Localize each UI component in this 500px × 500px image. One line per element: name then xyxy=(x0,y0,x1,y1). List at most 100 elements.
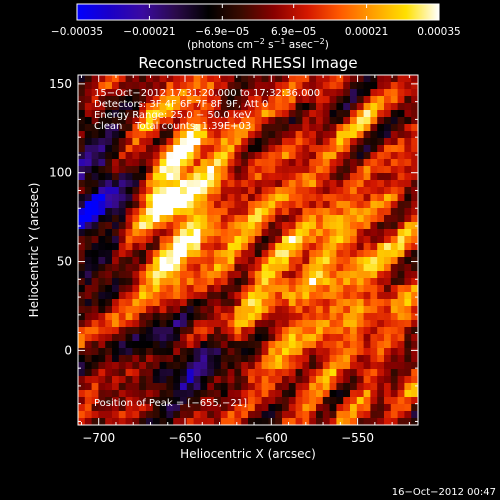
heatmap-cell xyxy=(302,103,310,111)
heatmap-cell xyxy=(241,82,249,90)
heatmap-cell xyxy=(241,390,249,398)
heatmap-cell xyxy=(370,96,378,104)
heatmap-cell xyxy=(356,89,365,97)
heatmap-cell xyxy=(302,194,310,202)
heatmap-cell xyxy=(316,299,324,307)
heatmap-cell xyxy=(193,376,201,384)
heatmap-cell xyxy=(288,208,297,216)
heatmap-cell xyxy=(363,159,371,167)
heatmap-cell xyxy=(200,236,208,244)
heatmap-cell xyxy=(105,180,113,188)
heatmap-cell xyxy=(404,124,412,132)
heatmap-cell xyxy=(309,264,317,272)
heatmap-cell xyxy=(132,327,140,335)
heatmap-cell xyxy=(282,397,290,405)
heatmap-cell xyxy=(227,306,235,314)
heatmap-cell xyxy=(268,376,276,384)
heatmap-cell xyxy=(404,103,412,111)
heatmap-cell xyxy=(268,362,276,370)
heatmap-cell xyxy=(214,341,222,349)
heatmap-cell xyxy=(282,257,290,265)
heatmap-cell xyxy=(166,187,174,195)
annotation-energy-range: Energy Range: 25.0 − 50.0 keV xyxy=(94,110,251,121)
heatmap-cell xyxy=(322,103,331,111)
heatmap-cell xyxy=(261,222,269,230)
heatmap-cell xyxy=(112,397,120,405)
y-tick-label: 100 xyxy=(49,166,72,180)
heatmap-cell xyxy=(180,418,188,425)
heatmap-cell xyxy=(411,285,418,293)
heatmap-cell xyxy=(384,173,392,181)
heatmap-cell xyxy=(186,201,195,209)
heatmap-cell xyxy=(146,306,154,314)
heatmap-cell xyxy=(220,299,229,307)
heatmap-cell xyxy=(370,369,378,377)
heatmap-cell xyxy=(227,264,235,272)
heatmap-cell xyxy=(288,145,297,153)
heatmap-cell xyxy=(329,376,337,384)
heatmap-cell xyxy=(152,180,161,188)
heatmap-cell xyxy=(98,131,106,139)
heatmap-cell xyxy=(275,117,283,125)
heatmap-cell xyxy=(146,152,154,160)
heatmap-cell xyxy=(370,215,378,223)
heatmap-cell xyxy=(146,208,154,216)
heatmap-cell xyxy=(336,390,344,398)
heatmap-cell xyxy=(350,299,358,307)
heatmap-cell xyxy=(159,103,167,111)
heatmap-cell xyxy=(146,75,154,83)
heatmap-cell xyxy=(132,152,140,160)
heatmap-cell xyxy=(268,208,276,216)
heatmap-cell xyxy=(370,138,378,146)
heatmap-cell xyxy=(390,159,399,167)
heatmap-cell xyxy=(356,327,365,335)
x-axis-ticks: −700 −650 −600 −550 xyxy=(80,75,410,445)
heatmap-cell xyxy=(84,96,93,104)
heatmap-cell xyxy=(411,348,418,356)
heatmap-cell xyxy=(268,278,276,286)
heatmap-cell xyxy=(84,334,93,342)
heatmap-cell xyxy=(112,194,120,202)
heatmap-cell xyxy=(118,313,127,321)
heatmap-cell xyxy=(91,292,99,300)
heatmap-cell xyxy=(193,250,201,258)
heatmap-cell xyxy=(78,152,86,160)
heatmap-cell xyxy=(220,341,229,349)
heatmap-cell xyxy=(336,124,344,132)
heatmap-cell xyxy=(186,159,195,167)
heatmap-cell xyxy=(105,355,113,363)
heatmap-cell xyxy=(78,82,86,90)
heatmap-cell xyxy=(288,320,297,328)
heatmap-cell xyxy=(227,341,235,349)
heatmap-cell xyxy=(180,285,188,293)
heatmap-cell xyxy=(329,222,337,230)
heatmap-cell xyxy=(288,313,297,321)
heatmap-cell xyxy=(78,89,86,97)
heatmap-cell xyxy=(404,201,412,209)
heatmap-cell xyxy=(248,320,256,328)
heatmap-cell xyxy=(112,355,120,363)
heatmap-cell xyxy=(220,138,229,146)
heatmap-cell xyxy=(343,208,351,216)
heatmap-cell xyxy=(329,152,337,160)
heatmap-cell xyxy=(377,166,385,174)
heatmap-cell xyxy=(248,222,256,230)
heatmap-cell xyxy=(146,320,154,328)
heatmap-cell xyxy=(316,320,324,328)
heatmap-cell xyxy=(234,166,242,174)
heatmap-cell xyxy=(411,299,418,307)
heatmap-cell xyxy=(98,194,106,202)
heatmap-cell xyxy=(132,243,140,251)
heatmap-cell xyxy=(248,292,256,300)
heatmap-cell xyxy=(166,341,174,349)
heatmap-cell xyxy=(370,390,378,398)
heatmap-cell xyxy=(350,362,358,370)
heatmap-cell xyxy=(275,411,283,419)
heatmap-cell xyxy=(336,110,344,118)
heatmap-cell xyxy=(363,404,371,412)
heatmap-cell xyxy=(207,96,215,104)
heatmap-cell xyxy=(78,187,86,195)
heatmap-cell xyxy=(166,264,174,272)
heatmap-cell xyxy=(370,299,378,307)
heatmap-cell xyxy=(302,292,310,300)
